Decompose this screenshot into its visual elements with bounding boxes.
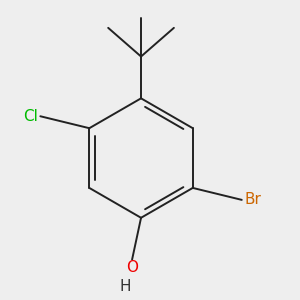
Text: H: H bbox=[119, 279, 131, 294]
Text: Br: Br bbox=[244, 192, 261, 207]
Text: O: O bbox=[126, 260, 138, 274]
Text: Cl: Cl bbox=[23, 109, 38, 124]
